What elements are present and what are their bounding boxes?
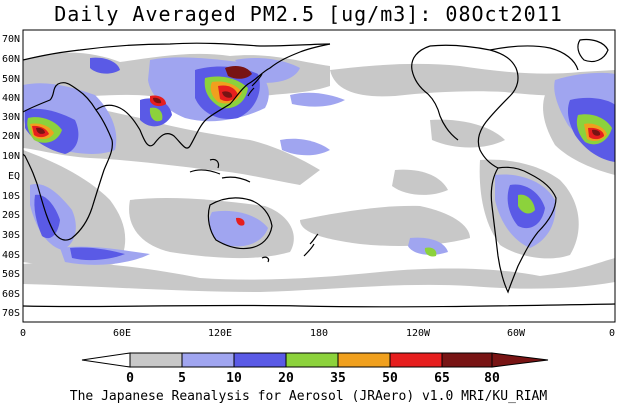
colorbar-label: 35 bbox=[330, 371, 346, 386]
longitude-labels: 0 60E 120E 180 120W 60W 0 bbox=[20, 328, 615, 339]
lat-label: 60S bbox=[2, 289, 20, 300]
colorbar-bin bbox=[389, 352, 443, 368]
latitude-labels: 70N 60N 50N 40N 30N 20N 10N EQ 10S 20S 3… bbox=[2, 34, 20, 319]
lat-label: 70S bbox=[2, 308, 20, 319]
lon-label: 180 bbox=[310, 328, 328, 339]
map-title: Daily Averaged PM2.5 [ug/m3]: 08Oct2011 bbox=[54, 2, 563, 26]
lon-label: 60W bbox=[507, 328, 526, 339]
lat-label: 50N bbox=[2, 74, 20, 85]
colorbar-lower-arrow bbox=[81, 352, 131, 368]
lat-label: 70N bbox=[2, 34, 20, 45]
colorbar-label: 20 bbox=[278, 371, 294, 386]
colorbar-upper-arrow bbox=[491, 352, 549, 368]
colorbar-label: 80 bbox=[484, 371, 500, 386]
coastlines bbox=[22, 38, 616, 308]
colorbar-label: 65 bbox=[434, 371, 450, 386]
attribution-footer: The Japanese Reanalysis for Aerosol (JRA… bbox=[69, 389, 548, 404]
lon-label: 120W bbox=[406, 328, 431, 339]
colorbar-bin bbox=[441, 352, 493, 368]
colorbar-bin bbox=[337, 352, 391, 368]
colorbar: 0 5 10 20 35 50 65 80 bbox=[81, 352, 549, 386]
lon-label: 60E bbox=[113, 328, 131, 339]
map-frame bbox=[22, 29, 616, 323]
lat-label: 60N bbox=[2, 54, 20, 65]
colorbar-label: 10 bbox=[226, 371, 242, 386]
colorbar-bin bbox=[181, 352, 235, 368]
lat-label: EQ bbox=[8, 171, 20, 182]
lon-label: 0 bbox=[609, 328, 615, 339]
colorbar-label: 50 bbox=[382, 371, 398, 386]
lon-label: 0 bbox=[20, 328, 26, 339]
lat-label: 40S bbox=[2, 250, 20, 261]
pm25-field bbox=[23, 52, 615, 292]
lat-label: 10S bbox=[2, 191, 20, 202]
colorbar-label: 5 bbox=[178, 371, 186, 386]
lat-label: 30N bbox=[2, 112, 20, 123]
colorbar-label: 0 bbox=[126, 371, 134, 386]
lat-label: 20N bbox=[2, 131, 20, 142]
lat-label: 30S bbox=[2, 230, 20, 241]
lat-label: 10N bbox=[2, 151, 20, 162]
colorbar-bin bbox=[285, 352, 339, 368]
lat-label: 20S bbox=[2, 210, 20, 221]
colorbar-bin bbox=[233, 352, 287, 368]
lat-label: 40N bbox=[2, 93, 20, 104]
lon-label: 120E bbox=[208, 328, 232, 339]
lat-label: 50S bbox=[2, 269, 20, 280]
colorbar-bin bbox=[129, 352, 183, 368]
